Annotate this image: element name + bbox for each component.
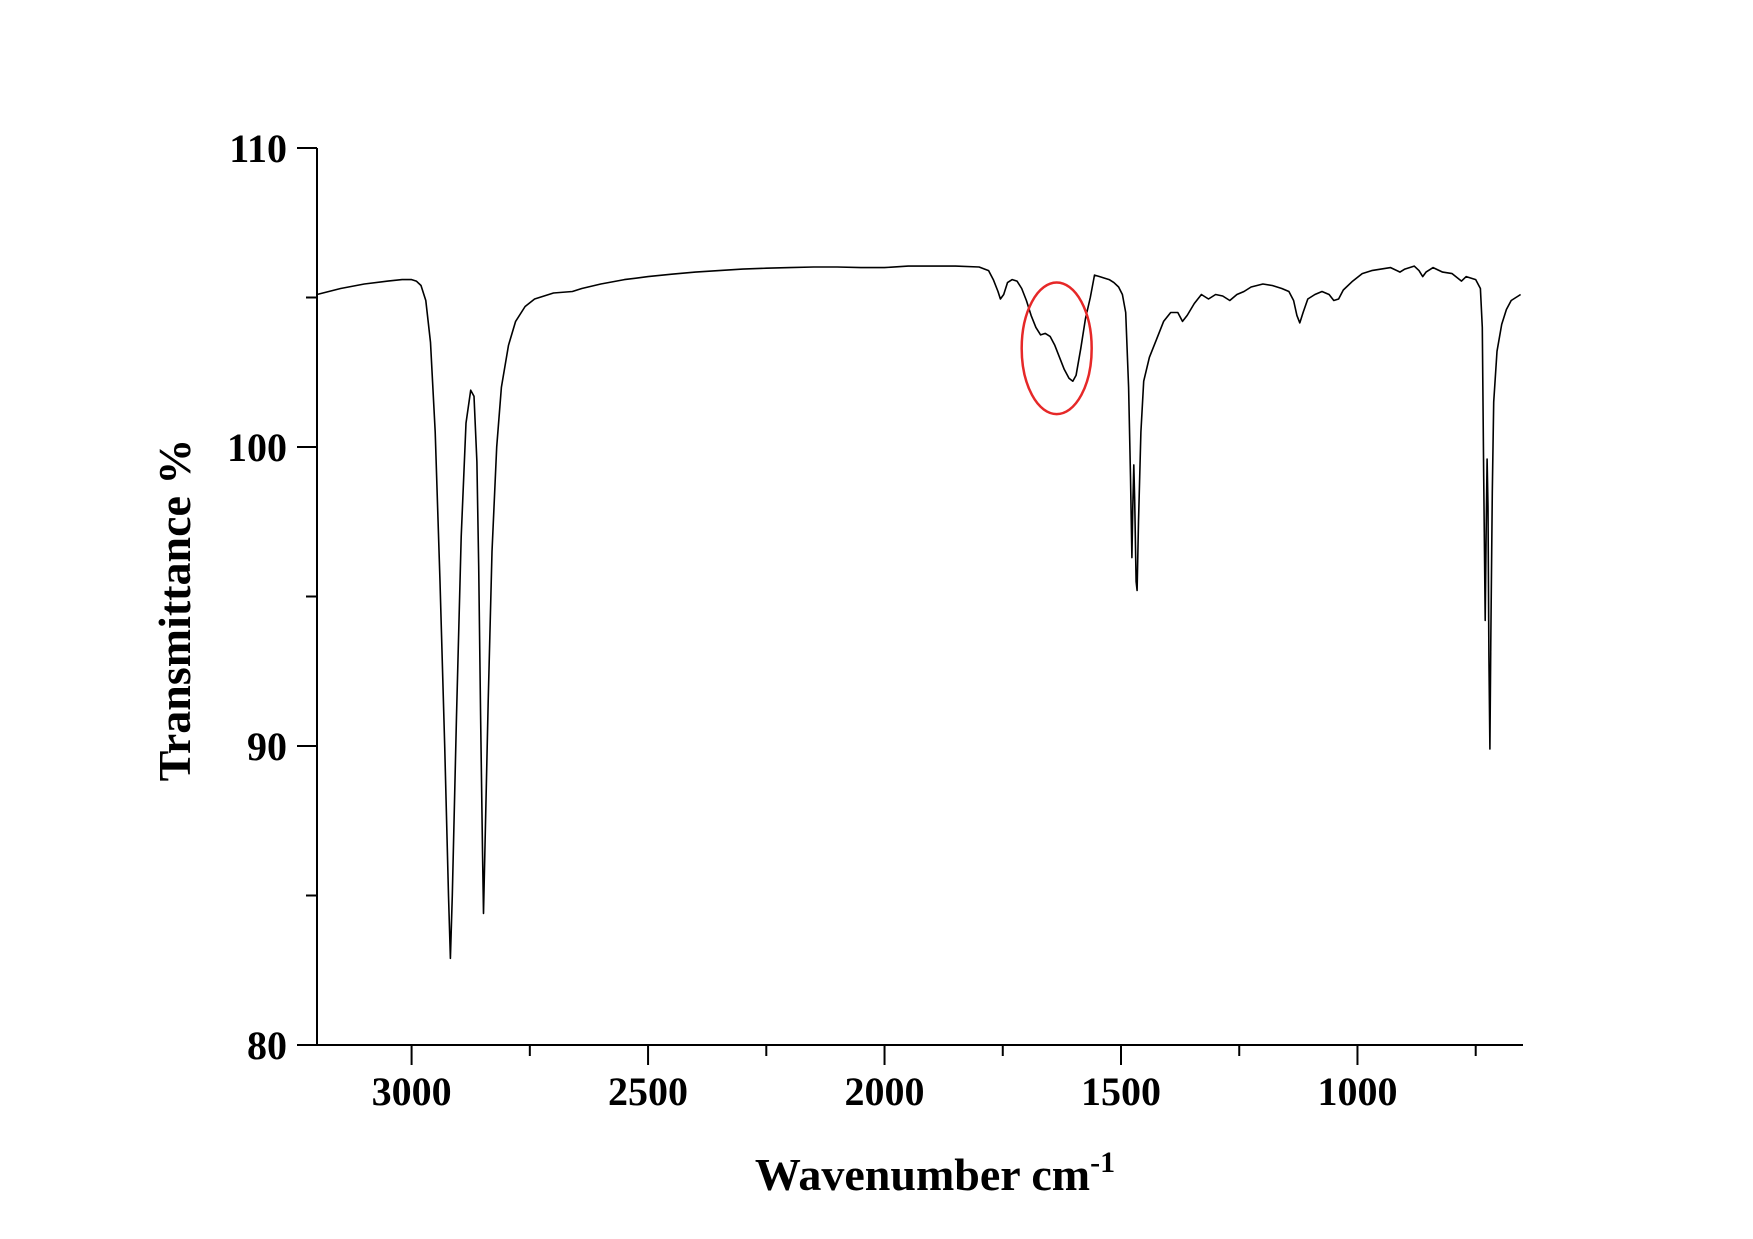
x-axis-title-text: Wavenumber cm: [755, 1149, 1090, 1200]
highlight-circle: [1020, 281, 1093, 416]
x-axis-title: Wavenumber cm-1: [755, 1146, 1115, 1200]
y-tick-label: 80: [247, 1023, 287, 1068]
y-tick-label: 90: [247, 724, 287, 769]
x-tick-label: 2500: [608, 1069, 688, 1114]
series-layer: [316, 265, 1522, 960]
axes: [316, 148, 1523, 1046]
y-axis-title: Transmittance %: [149, 439, 200, 782]
y-tick-label: 110: [229, 126, 287, 171]
x-tick-label: 2000: [845, 1069, 925, 1114]
y-tick-label: 100: [227, 425, 287, 470]
x-ticks: 3000 2500 2000 1500 1000: [372, 1045, 1477, 1114]
x-tick-label: 3000: [372, 1069, 452, 1114]
spectrum-line: [316, 265, 1522, 960]
x-tick-label: 1500: [1081, 1069, 1161, 1114]
x-tick-label: 1000: [1317, 1069, 1397, 1114]
annotation-layer: [1020, 281, 1093, 416]
x-axis-title-superscript: -1: [1090, 1146, 1115, 1179]
y-ticks: 110 100 90 80: [227, 126, 317, 1068]
